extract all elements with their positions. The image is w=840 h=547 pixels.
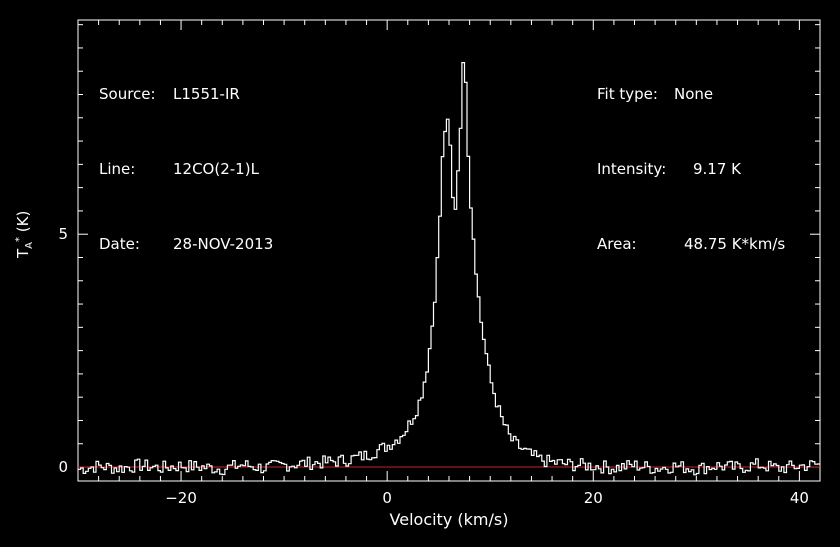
- fit-info-block: Fit type: None Intensity: 9.17 K Area: 48.7…: [597, 32, 785, 282]
- x-tick-label: 0: [382, 489, 392, 507]
- x-tick-label: 40: [790, 489, 809, 507]
- x-tick-label: −20: [165, 489, 197, 507]
- x-axis-label: Velocity (km/s): [390, 510, 509, 529]
- date-row: Date: 28-NOV-2013: [99, 232, 273, 257]
- date-label: Date:: [99, 235, 140, 253]
- y-tick-label: 5: [58, 225, 68, 243]
- fit-value: None: [674, 85, 714, 103]
- spectrum-trace: [78, 62, 820, 476]
- source-label: Source:: [99, 85, 156, 103]
- area-label: Area:: [597, 235, 637, 253]
- source-value: L1551-IR: [173, 85, 240, 103]
- line-value: 12CO(2-1)L: [173, 160, 259, 178]
- source-row: Source: L1551-IR: [99, 82, 273, 107]
- line-label: Line:: [99, 160, 136, 178]
- y-axis-unit: (K): [14, 210, 32, 233]
- intensity-value: 9.17 K: [693, 160, 742, 178]
- fit-row: Fit type: None: [597, 82, 785, 107]
- y-axis-label: TA* (K): [14, 211, 35, 258]
- y-axis-symbol: T: [14, 248, 32, 258]
- fit-label: Fit type:: [597, 85, 658, 103]
- area-row: Area: 48.75 K*km/s: [597, 232, 785, 257]
- date-value: 28-NOV-2013: [173, 235, 274, 253]
- line-row: Line: 12CO(2-1)L: [99, 157, 273, 182]
- intensity-label: Intensity:: [597, 160, 667, 178]
- area-value: 48.75 K*km/s: [684, 235, 786, 253]
- intensity-row: Intensity: 9.17 K: [597, 157, 785, 182]
- y-tick-label: 0: [58, 458, 68, 476]
- y-axis-subscript: A: [24, 241, 35, 249]
- y-axis-superscript: *: [14, 236, 25, 242]
- source-info-block: Source: L1551-IR Line: 12CO(2-1)L Date: 28-…: [99, 32, 273, 282]
- x-tick-label: 20: [584, 489, 603, 507]
